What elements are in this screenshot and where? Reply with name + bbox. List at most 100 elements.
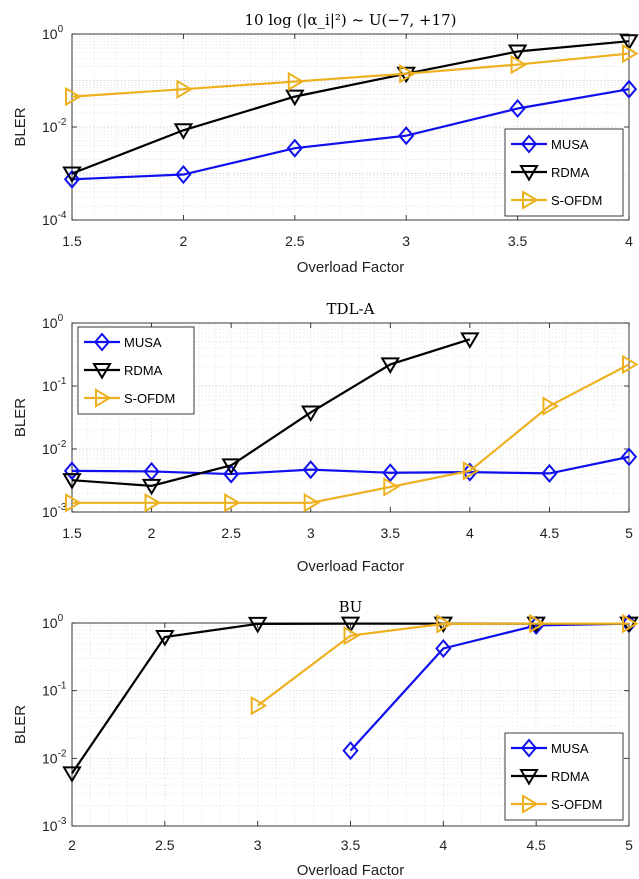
data-point-diamond xyxy=(382,463,399,483)
data-point-diamond xyxy=(63,169,81,189)
data-point-triangle-right xyxy=(176,79,193,99)
y-tick-exponent: -4 xyxy=(58,210,67,221)
y-tick-label: 10-1 xyxy=(42,376,67,394)
legend-label: MUSA xyxy=(551,741,589,756)
data-point-triangle-down xyxy=(62,166,82,184)
data-point-triangle-right xyxy=(510,54,528,75)
x-tick-label: 2 xyxy=(180,233,188,249)
x-tick-label: 1.5 xyxy=(62,525,82,541)
series-line xyxy=(257,622,629,707)
x-tick-label: 3 xyxy=(402,233,410,249)
y-tick-label: 100 xyxy=(42,24,64,42)
data-point-triangle-right xyxy=(224,493,241,513)
legend-label: RDMA xyxy=(124,363,163,378)
x-tick-label: 1.5 xyxy=(62,233,82,249)
y-tick-base: 10 xyxy=(42,504,58,520)
y-tick-exponent: 0 xyxy=(58,313,64,324)
series-musa xyxy=(63,79,638,189)
data-point-triangle-right xyxy=(144,493,162,513)
y-tick-exponent: 0 xyxy=(58,613,64,624)
x-tick-label: 4 xyxy=(439,837,447,853)
y-tick-label: 10-3 xyxy=(42,502,67,520)
data-point-diamond xyxy=(286,138,303,158)
data-point-diamond xyxy=(223,464,240,484)
y-tick-base: 10 xyxy=(42,315,58,331)
chart-panel-2: 1.5 2 2.5 3 3.5 4 4.5 510010-110-210-3TDL-AOver… xyxy=(12,300,639,575)
data-point-triangle-down xyxy=(141,478,162,496)
data-point-diamond xyxy=(63,461,81,481)
y-tick-exponent: 0 xyxy=(58,24,64,35)
legend-marker-diamond xyxy=(520,134,538,154)
data-point-triangle-down xyxy=(62,766,82,783)
data-point-triangle-down xyxy=(173,123,194,140)
chart-title: TDL-A xyxy=(327,300,375,318)
y-tick-base: 10 xyxy=(42,683,58,699)
y-tick-exponent: -2 xyxy=(58,117,67,128)
y-tick-base: 10 xyxy=(42,441,58,457)
axes-frame xyxy=(71,322,630,513)
x-tick-label: 2.5 xyxy=(285,233,305,249)
data-point-triangle-down xyxy=(62,473,82,490)
series-line xyxy=(71,40,630,175)
legend: MUSA RDMA S-OFDM xyxy=(504,732,624,821)
legend-marker-triangle-right xyxy=(522,190,539,210)
data-point-diamond xyxy=(175,164,192,185)
data-point-triangle-down xyxy=(285,89,305,107)
y-axis-label: BLER xyxy=(12,398,29,437)
legend-marker-diamond xyxy=(93,332,111,352)
data-point-triangle-down xyxy=(619,34,639,51)
series-line xyxy=(71,88,630,181)
series-rdma xyxy=(62,332,480,496)
data-point-triangle-right xyxy=(399,63,416,84)
data-point-triangle-right xyxy=(462,461,480,481)
data-point-triangle-down xyxy=(460,332,480,349)
legend-marker-triangle-right xyxy=(95,388,112,408)
x-tick-label: 3 xyxy=(254,837,262,853)
data-point-diamond xyxy=(435,638,452,659)
x-tick-label: 3.5 xyxy=(381,525,401,541)
y-tick-label: 10-1 xyxy=(42,681,67,699)
y-axis-label: BLER xyxy=(12,705,29,744)
chart-title: BU xyxy=(339,598,363,616)
data-point-triangle-right xyxy=(65,86,82,107)
x-tick-label: 4.5 xyxy=(526,837,546,853)
y-tick-base: 10 xyxy=(42,750,58,766)
data-point-triangle-right xyxy=(250,695,268,716)
data-point-triangle-down xyxy=(340,616,361,634)
data-point-diamond xyxy=(620,447,638,467)
y-tick-exponent: -1 xyxy=(58,376,67,387)
x-tick-label: 4.5 xyxy=(540,525,560,541)
y-axis-label: BLER xyxy=(12,107,29,146)
x-axis-label: Overload Factor xyxy=(297,259,405,276)
series-s-ofdm xyxy=(65,354,639,513)
data-point-triangle-down xyxy=(221,458,241,475)
y-tick-label: 10-2 xyxy=(42,748,67,766)
x-tick-label: 3.5 xyxy=(341,837,361,853)
y-tick-label: 10-3 xyxy=(42,816,67,834)
series-s-ofdm xyxy=(250,613,639,716)
data-point-triangle-down xyxy=(380,357,401,374)
series-rdma xyxy=(62,34,639,184)
legend-label: RDMA xyxy=(551,165,590,180)
y-tick-label: 100 xyxy=(42,313,64,331)
x-tick-label: 2.5 xyxy=(155,837,175,853)
chart-title: 10 log (|α_i|²) ~ U(−7, +17) xyxy=(244,11,456,29)
y-tick-label: 100 xyxy=(42,613,64,631)
y-tick-base: 10 xyxy=(42,615,58,631)
data-point-triangle-right xyxy=(436,614,453,634)
data-point-diamond xyxy=(620,79,638,99)
y-tick-base: 10 xyxy=(42,212,58,228)
y-tick-base: 10 xyxy=(42,119,58,135)
x-tick-label: 2.5 xyxy=(221,525,241,541)
legend-marker-triangle-right xyxy=(522,794,539,814)
y-tick-exponent: -2 xyxy=(58,748,67,759)
x-tick-label: 4 xyxy=(466,525,474,541)
series-line xyxy=(71,338,471,487)
series-line xyxy=(71,455,630,476)
data-point-diamond xyxy=(541,463,558,483)
data-point-triangle-down xyxy=(247,616,268,634)
legend-label: MUSA xyxy=(551,137,589,152)
